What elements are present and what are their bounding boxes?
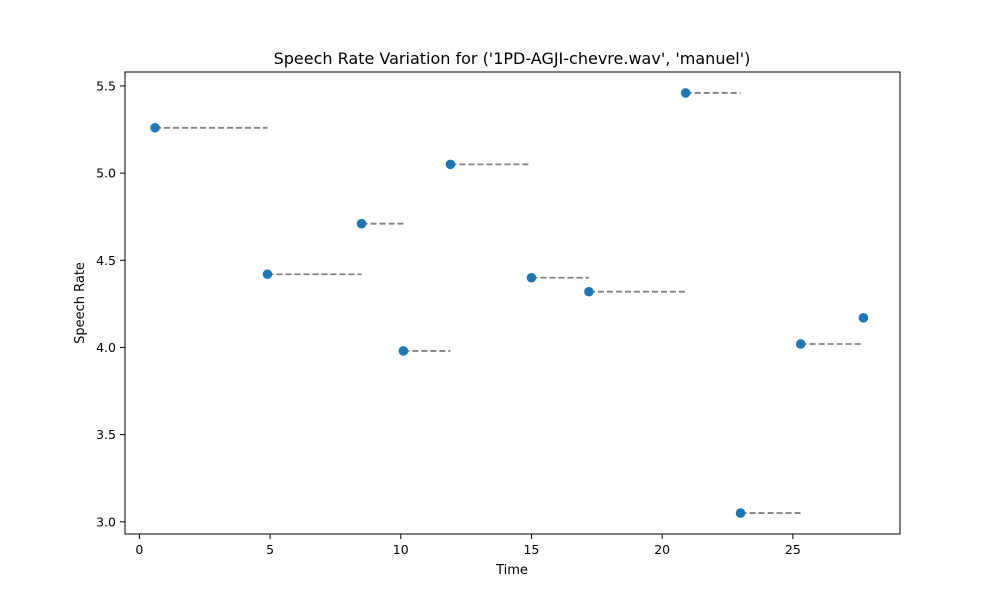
x-axis: 0 5 10 15 20 25 — [135, 534, 801, 557]
x-tick-label-0: 0 — [135, 542, 143, 557]
plot-area — [150, 88, 869, 518]
data-point-8 — [735, 508, 746, 518]
data-point-10 — [858, 313, 869, 323]
data-point-9 — [795, 339, 806, 349]
y-tick-label-0: 3.0 — [96, 514, 116, 529]
x-axis-label: Time — [495, 563, 528, 578]
y-tick-label-3: 4.5 — [96, 253, 116, 268]
data-point-1 — [262, 269, 273, 280]
data-point-5 — [526, 272, 537, 283]
x-tick-label-4: 20 — [654, 542, 670, 557]
data-point-6 — [584, 286, 594, 297]
data-point-7 — [680, 88, 691, 98]
y-tick-label-4: 5.0 — [96, 166, 116, 181]
data-point-4 — [445, 159, 456, 170]
x-tick-label-3: 15 — [523, 542, 539, 557]
plot-frame — [124, 71, 901, 535]
y-tick-label-1: 3.5 — [96, 427, 116, 442]
y-tick-label-2: 4.0 — [96, 340, 116, 355]
data-point-3 — [398, 346, 409, 356]
chart-title: Speech Rate Variation for ('1PD-AGJI-che… — [274, 49, 751, 68]
x-tick-label-2: 10 — [393, 542, 409, 557]
y-tick-label-5: 5.5 — [96, 78, 116, 93]
y-axis: 3.0 3.5 4.0 4.5 5.0 5.5 — [96, 78, 125, 529]
x-tick-label-5: 25 — [785, 542, 801, 557]
y-axis-label: Speech Rate — [73, 262, 88, 344]
x-tick-label-1: 5 — [266, 542, 274, 557]
data-point-2 — [356, 218, 367, 229]
data-point-0 — [150, 122, 160, 133]
